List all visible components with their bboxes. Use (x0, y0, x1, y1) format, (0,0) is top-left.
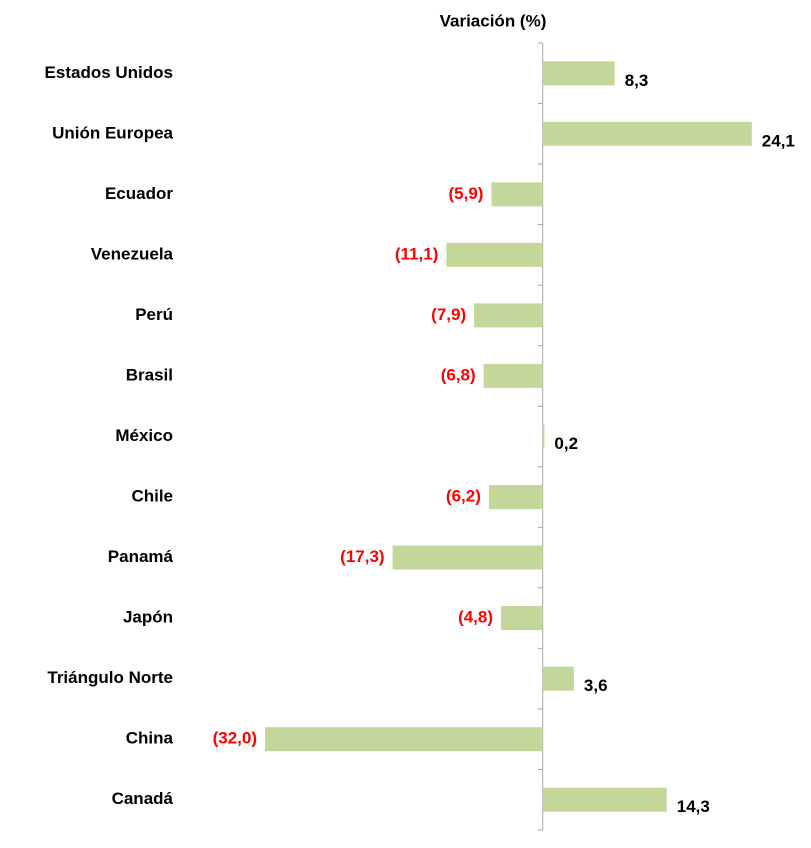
value-label: (32,0) (213, 729, 257, 748)
category-label: Venezuela (91, 244, 174, 263)
category-label: Ecuador (105, 184, 173, 203)
category-label: Japón (123, 608, 173, 627)
bar (542, 61, 615, 86)
category-label: China (126, 729, 174, 748)
category-label: Canadá (112, 789, 174, 808)
category-label: Chile (131, 487, 173, 506)
bar (542, 424, 545, 449)
value-label: (7,9) (431, 305, 466, 324)
value-label: (17,3) (340, 547, 384, 566)
category-label: Brasil (126, 365, 173, 384)
value-label: (5,9) (449, 184, 484, 203)
bar (265, 727, 543, 752)
bar (542, 121, 752, 146)
value-label: (4,8) (458, 608, 493, 627)
value-label: (6,2) (446, 487, 481, 506)
value-label: 14,3 (677, 797, 710, 816)
value-label: 3,6 (584, 676, 608, 695)
bar (501, 606, 543, 631)
value-label: 8,3 (625, 71, 649, 90)
value-label: 24,1 (762, 131, 795, 150)
category-label: Estados Unidos (45, 63, 173, 82)
category-label: Triángulo Norte (47, 668, 173, 687)
category-label: Unión Europea (52, 123, 173, 142)
value-label: 0,2 (554, 434, 578, 453)
bar (474, 303, 543, 328)
category-label: Panamá (108, 547, 174, 566)
bar (542, 666, 574, 691)
bar (491, 182, 543, 207)
bar (446, 242, 543, 267)
value-label: (6,8) (441, 365, 476, 384)
bar (488, 485, 543, 510)
bar (542, 787, 667, 812)
value-label: (11,1) (395, 244, 438, 263)
category-label: Perú (135, 305, 173, 324)
bar (392, 545, 543, 570)
category-label: México (115, 426, 173, 445)
chart-title: Variación (%) (440, 11, 547, 30)
bar (483, 363, 543, 388)
